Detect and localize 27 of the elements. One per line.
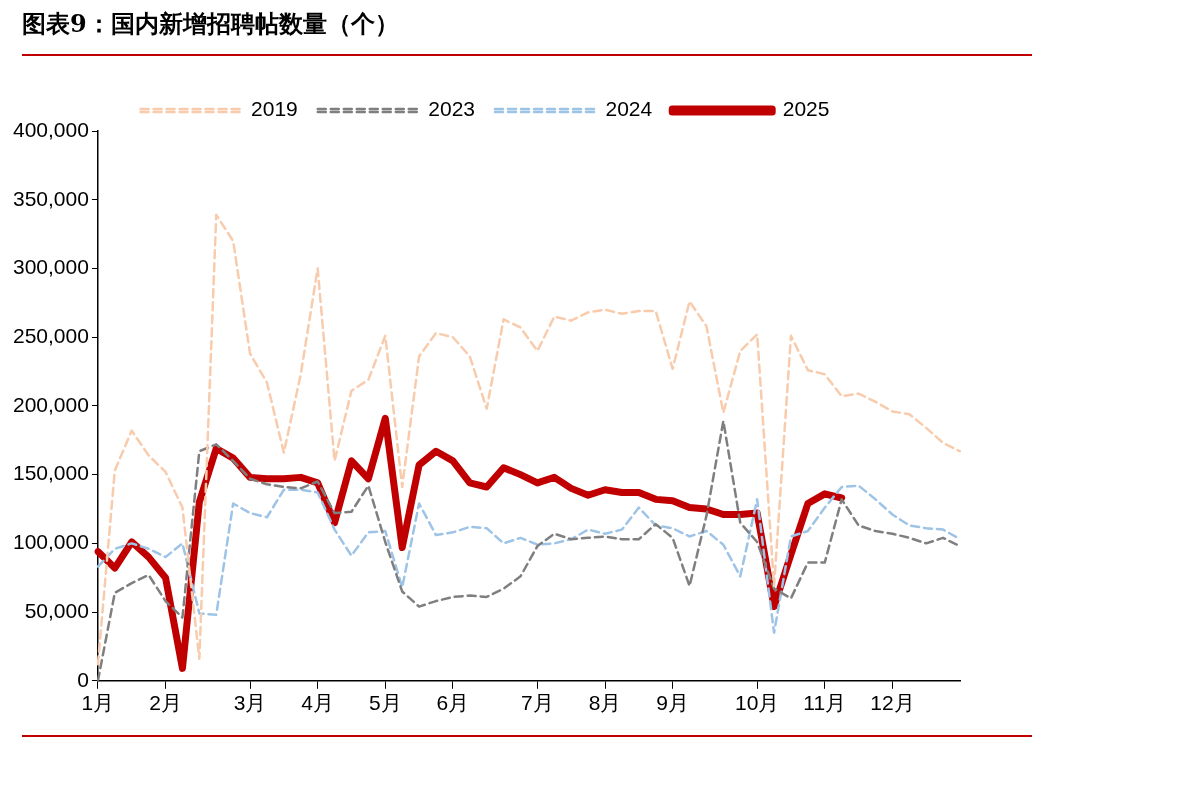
x-tick-label: 5月 bbox=[368, 691, 402, 715]
x-tick-label: 4月 bbox=[301, 691, 334, 715]
line-series bbox=[96, 213, 962, 666]
legend-label: 2025 bbox=[782, 97, 830, 121]
legend-label: 2019 bbox=[251, 97, 298, 121]
x-tick-label: 7月 bbox=[521, 691, 554, 715]
y-tick-label: 250,000 bbox=[12, 323, 89, 347]
x-tick-label: 8月 bbox=[588, 691, 622, 715]
y-tick-label: 200,000 bbox=[12, 392, 89, 416]
y-tick-label: 350,000 bbox=[12, 186, 89, 210]
x-tick-label: 9月 bbox=[656, 691, 689, 715]
x-tick-label: 3月 bbox=[233, 691, 267, 715]
y-tick-label: 400,000 bbox=[12, 117, 89, 141]
legend-label: 2024 bbox=[605, 97, 653, 121]
y-tick-label: 100,000 bbox=[12, 530, 89, 554]
y-tick-label: 300,000 bbox=[12, 255, 89, 279]
x-tick-label: 1月 bbox=[81, 691, 115, 715]
x-tick-label: 10月 bbox=[734, 691, 780, 715]
legend-label: 2023 bbox=[428, 97, 475, 121]
x-tick-label: 11月 bbox=[803, 691, 847, 715]
y-tick-label: 150,000 bbox=[12, 461, 89, 485]
y-tick-label: 0 bbox=[77, 667, 89, 691]
x-tick-label: 2月 bbox=[149, 691, 182, 715]
y-tick-label: 50,000 bbox=[24, 598, 89, 622]
x-tick-label: 12月 bbox=[870, 691, 915, 715]
chart-title: 图表9：国内新增招聘帖数量（个） bbox=[22, 8, 1032, 56]
x-tick-label: 6月 bbox=[436, 691, 470, 715]
